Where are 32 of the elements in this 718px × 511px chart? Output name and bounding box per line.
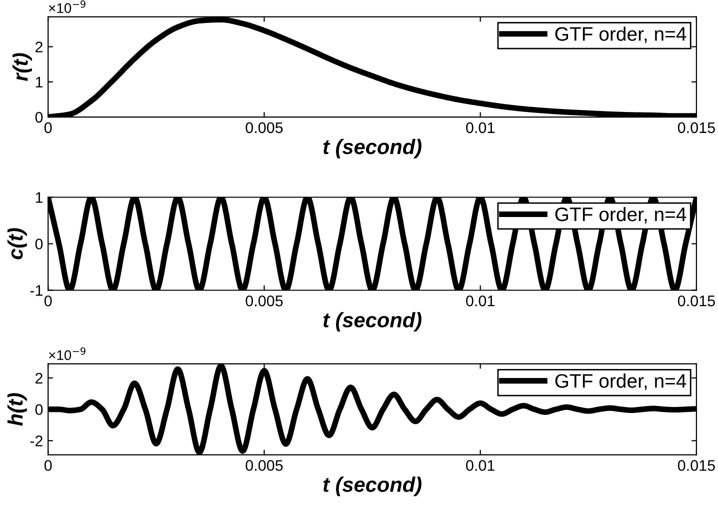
y-tick-label: -2 — [30, 436, 42, 446]
y-tick-label: 2 — [36, 372, 42, 384]
y-axis-title: r(t) — [12, 53, 32, 82]
y-tick-label: -1 — [30, 285, 42, 296]
y-tick-label: 2 — [36, 42, 42, 52]
legend-label: GTF order, n=4 — [555, 26, 686, 44]
x-tick-label: 0.015 — [678, 460, 715, 471]
x-axis-title: t (second) — [323, 138, 422, 158]
y-tick-label: 0 — [35, 112, 43, 123]
text: ×10$^{−9}$ — [49, 0, 86, 14]
x-tick-label: 0.005 — [246, 122, 283, 134]
y-tick-label: 1 — [36, 76, 42, 88]
text: ×10$^{−9}$ — [49, 347, 86, 360]
x-tick-label: 0 — [44, 122, 52, 134]
x-axis-title: t (second) — [323, 312, 422, 332]
x-tick-label: 0.01 — [466, 122, 494, 134]
y-tick-label: 0 — [35, 238, 43, 250]
x-tick-label: 0.01 — [466, 296, 494, 306]
legend-label: GTF order, n=4 — [555, 206, 686, 224]
x-tick-label: 0.005 — [246, 460, 283, 471]
x-tick-label: 0 — [44, 296, 52, 306]
y-axis-title: h(t) — [7, 393, 27, 426]
x-tick-label: 0.015 — [678, 122, 715, 134]
x-axis-title: t (second) — [323, 476, 422, 496]
y-axis-title: c(t) — [7, 228, 27, 260]
x-tick-label: 0 — [44, 460, 52, 471]
y-tick-label: 1 — [36, 192, 42, 203]
x-tick-label: 0.015 — [678, 296, 715, 306]
y-tick-label: 0 — [35, 404, 43, 415]
x-tick-label: 0.01 — [466, 460, 494, 471]
legend-label: GTF order, n=4 — [555, 374, 686, 390]
x-tick-label: 0.005 — [246, 296, 283, 306]
